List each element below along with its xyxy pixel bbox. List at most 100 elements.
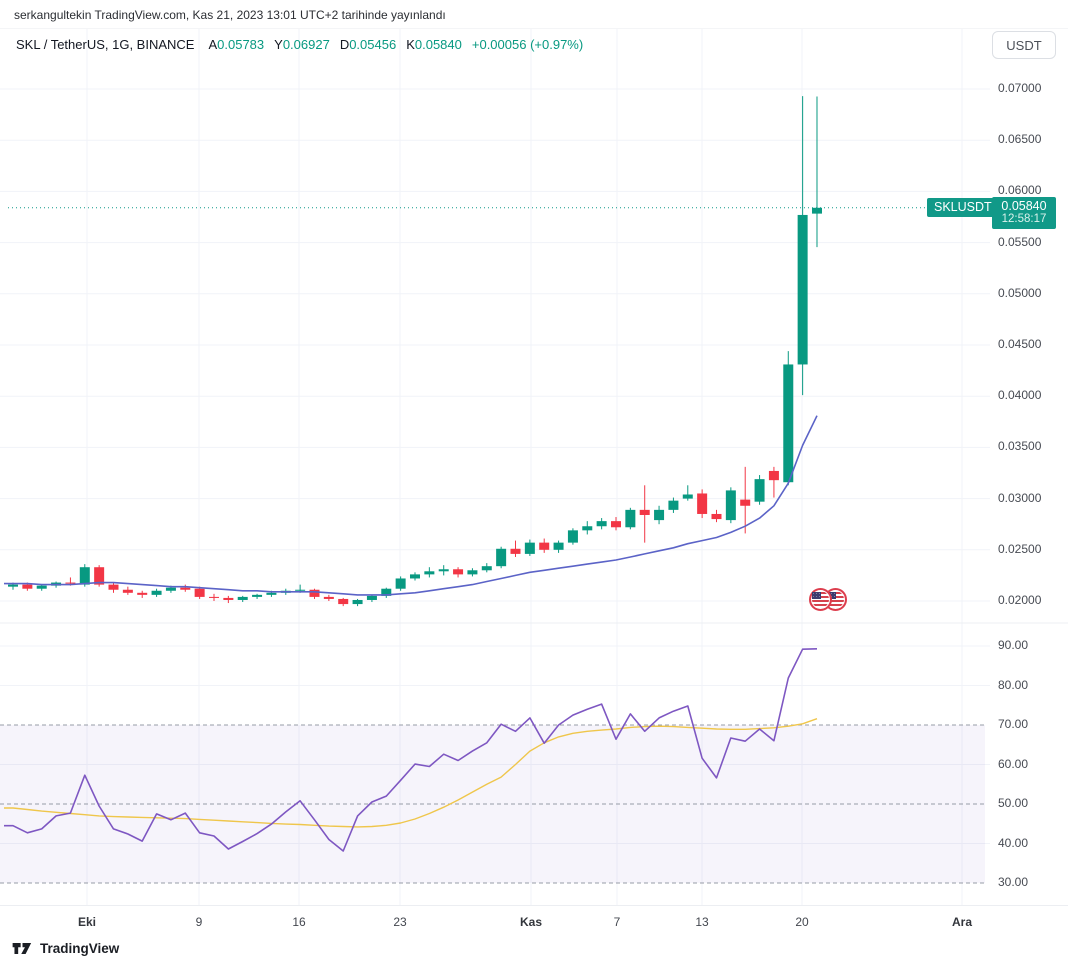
- publish-attribution: serkangultekin TradingView.com, Kas 21, …: [14, 8, 446, 22]
- price-tick-label: 0.03000: [998, 490, 1042, 505]
- chart-area: SKL / TetherUS, 1G, BINANCE A0.05783 Y0.06…: [0, 28, 1068, 906]
- time-tick-label: 20: [795, 915, 809, 929]
- candle-body: [783, 364, 794, 483]
- candle-body: [8, 584, 18, 587]
- candle-body: [610, 521, 621, 528]
- candle-body: [151, 590, 162, 595]
- candle-body: [582, 526, 593, 531]
- ohlc-low: D0.05456: [339, 37, 397, 52]
- ohlc-open: A0.05783: [208, 37, 265, 52]
- rsi-tick-label: 60.00: [998, 756, 1029, 771]
- time-tick-label: 13: [695, 915, 709, 929]
- tradingview-logo-icon: [12, 942, 32, 955]
- candle-body: [596, 521, 607, 527]
- candle-body: [768, 470, 779, 481]
- candle-body: [481, 566, 492, 571]
- time-tick-label: 7: [613, 915, 621, 929]
- candle-body: [725, 490, 736, 521]
- candle-body: [654, 509, 665, 521]
- rsi-ma-line: [4, 718, 818, 828]
- price-tick-label: 0.06500: [998, 132, 1042, 147]
- candle-body: [496, 548, 507, 567]
- candle-body: [223, 597, 234, 600]
- price-tick-label: 0.05000: [998, 285, 1042, 300]
- time-axis[interactable]: Eki 9 16 23 Kas 7 13 20 Ara: [0, 905, 1068, 940]
- candle-body: [424, 571, 435, 575]
- rsi-tick-label: 80.00: [998, 677, 1029, 692]
- candle-body: [266, 592, 277, 595]
- price-tick-label: 0.06000: [998, 183, 1042, 198]
- currency-toggle-button[interactable]: USDT: [992, 31, 1056, 59]
- price-tick-label: 0.02000: [998, 593, 1042, 607]
- price-tick-label: 0.02500: [998, 541, 1042, 556]
- time-tick-label: 16: [292, 915, 306, 929]
- candle-body: [208, 596, 219, 598]
- candle-body: [108, 584, 119, 590]
- candle-body: [352, 599, 363, 605]
- candle-body: [366, 595, 377, 600]
- candle-body: [754, 479, 765, 502]
- last-price-symbol-badge: SKLUSDT: [927, 197, 999, 217]
- price-change: +0.00056 (+0.97%): [471, 37, 584, 52]
- candle-body: [740, 499, 751, 506]
- candle-body: [453, 569, 464, 575]
- us-flag-sticker-pair[interactable]: [809, 588, 849, 613]
- price-axis[interactable]: 0.07000 0.06500 0.06000 0.05500 0.05000 0.045…: [990, 29, 1068, 906]
- candle-body: [194, 588, 205, 597]
- candle-body: [668, 500, 679, 510]
- tradingview-footer-logo[interactable]: TradingView: [12, 941, 119, 956]
- time-tick-label: Ara: [951, 915, 972, 929]
- rsi-tick-label: 70.00: [998, 717, 1029, 731]
- candle-body: [79, 567, 90, 585]
- candle-body: [510, 548, 521, 554]
- price-ma-line: [4, 415, 818, 596]
- candle-body: [295, 589, 306, 591]
- candle-body: [165, 587, 176, 591]
- currency-toggle-label: USDT: [1006, 37, 1042, 53]
- last-price-value: 0.05840: [1001, 199, 1047, 214]
- ohlc-high: Y0.06927: [274, 37, 330, 52]
- candle-body: [137, 592, 148, 595]
- candle-body: [697, 493, 708, 514]
- candle-body: [122, 589, 133, 593]
- candle-body: [252, 594, 263, 597]
- rsi-tick-label: 90.00: [998, 638, 1029, 652]
- candle-body: [467, 570, 478, 575]
- time-tick-label: 23: [393, 915, 407, 929]
- candle-body: [381, 588, 392, 596]
- candle-body: [338, 598, 349, 605]
- candle-body: [553, 542, 564, 550]
- candle-body: [625, 509, 636, 528]
- candle-body: [237, 596, 248, 600]
- candle-body: [711, 513, 722, 520]
- candle-body: [180, 587, 191, 590]
- candle-body: [539, 542, 550, 550]
- candle-body: [22, 584, 33, 589]
- candle-body: [438, 569, 449, 572]
- symbol-title: SKL / TetherUS, 1G, BINANCE: [16, 37, 195, 52]
- candle-body: [395, 578, 406, 589]
- rsi-tick-label: 50.00: [998, 796, 1029, 810]
- price-tick-label: 0.03500: [998, 439, 1042, 454]
- candle-body: [323, 596, 334, 599]
- time-tick-label: Kas: [519, 915, 542, 929]
- rsi-tick-label: 40.00: [998, 835, 1029, 850]
- rsi-line: [4, 648, 818, 852]
- candle-body: [639, 509, 650, 515]
- time-tick-label: Eki: [77, 915, 96, 929]
- bar-countdown: 12:58:17: [1001, 213, 1047, 226]
- last-price-box: 0.05840 12:58:17: [992, 197, 1056, 230]
- candle-body: [682, 494, 693, 499]
- candle-body: [524, 542, 535, 554]
- chart-canvas[interactable]: [0, 29, 1068, 906]
- candle-body: [811, 207, 822, 214]
- price-tick-label: 0.04000: [998, 388, 1042, 403]
- symbol-header: SKL / TetherUS, 1G, BINANCE A0.05783 Y0.06…: [16, 37, 583, 52]
- price-tick-label: 0.07000: [998, 81, 1042, 95]
- price-tick-label: 0.04500: [998, 337, 1042, 351]
- candle-body: [409, 574, 420, 579]
- candle-body: [797, 214, 808, 365]
- rsi-tick-label: 30.00: [998, 875, 1029, 889]
- tradingview-logo-text: TradingView: [40, 941, 120, 956]
